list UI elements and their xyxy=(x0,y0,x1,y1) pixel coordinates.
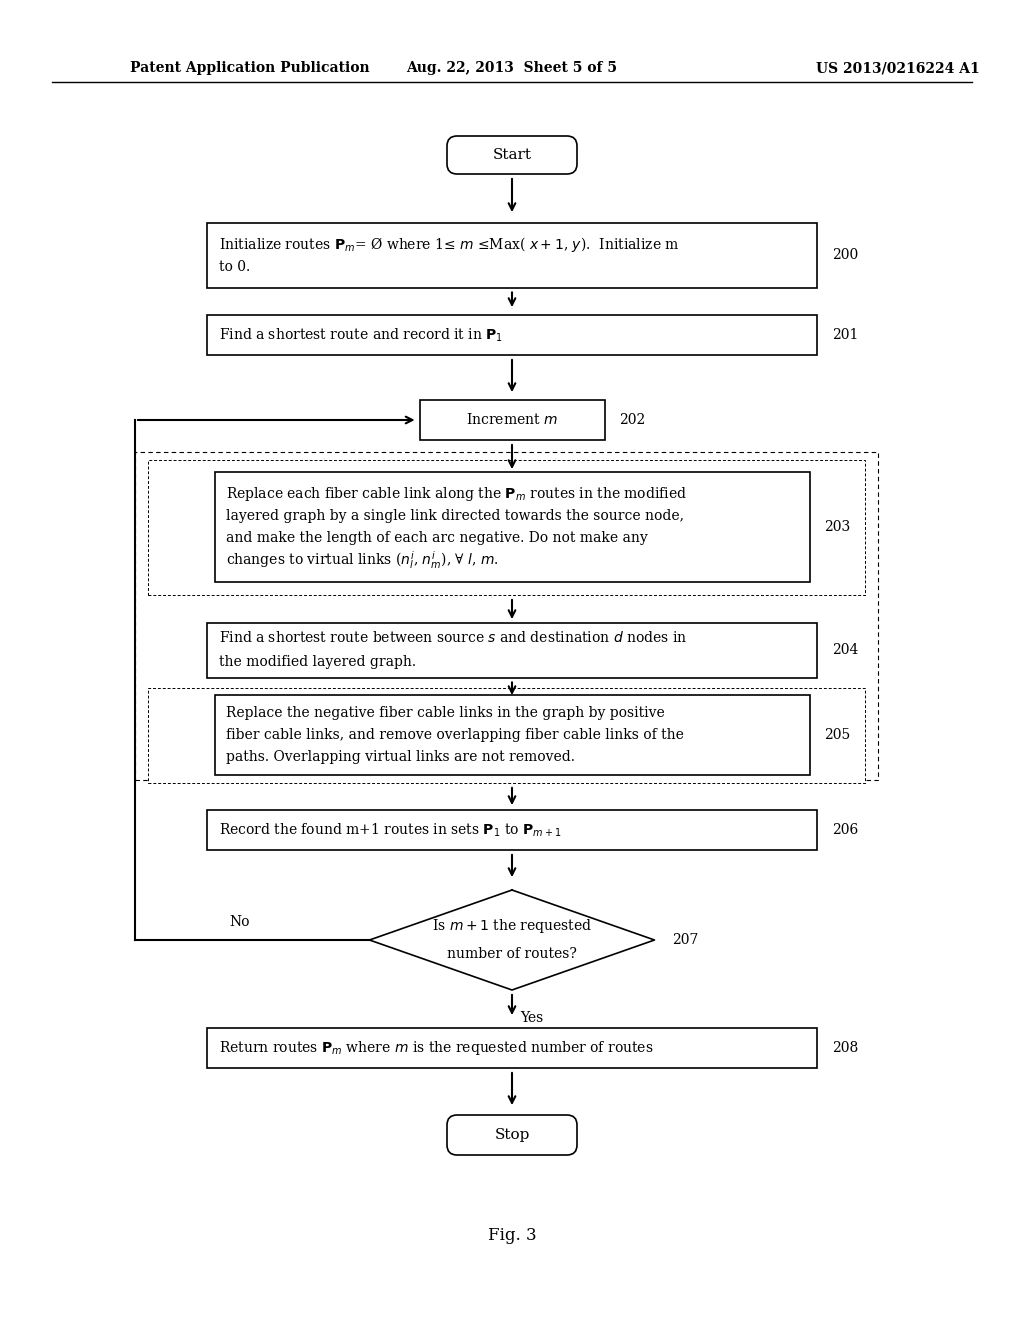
Text: 206: 206 xyxy=(831,822,858,837)
Bar xyxy=(135,451,878,780)
Text: 205: 205 xyxy=(824,729,851,742)
Text: and make the length of each arc negative. Do not make any: and make the length of each arc negative… xyxy=(226,531,648,545)
Text: Stop: Stop xyxy=(495,1129,529,1142)
Text: layered graph by a single link directed towards the source node,: layered graph by a single link directed … xyxy=(226,510,684,523)
Bar xyxy=(148,459,865,595)
Text: to 0.: to 0. xyxy=(219,260,250,275)
Text: Aug. 22, 2013  Sheet 5 of 5: Aug. 22, 2013 Sheet 5 of 5 xyxy=(407,61,617,75)
Bar xyxy=(207,1028,817,1068)
Text: No: No xyxy=(229,915,250,929)
Text: Return routes $\mathbf{P}_m$ where $m$ is the requested number of routes: Return routes $\mathbf{P}_m$ where $m$ i… xyxy=(219,1039,653,1057)
Text: Yes: Yes xyxy=(520,1011,544,1026)
Text: Find a shortest route between source $s$ and destination $d$ nodes in: Find a shortest route between source $s$… xyxy=(219,631,687,645)
Bar xyxy=(214,696,810,775)
Text: Record the found m+1 routes in sets $\mathbf{P}_1$ to $\mathbf{P}_{m+1}$: Record the found m+1 routes in sets $\ma… xyxy=(219,821,561,838)
Text: 204: 204 xyxy=(831,643,858,657)
Text: number of routes?: number of routes? xyxy=(447,946,577,961)
Text: 201: 201 xyxy=(831,327,858,342)
Text: Find a shortest route and record it in $\mathbf{P}_1$: Find a shortest route and record it in $… xyxy=(219,326,503,343)
FancyBboxPatch shape xyxy=(447,136,577,174)
Bar xyxy=(420,400,604,440)
Bar xyxy=(207,623,817,677)
Text: Start: Start xyxy=(493,148,531,162)
FancyBboxPatch shape xyxy=(447,1115,577,1155)
Text: US 2013/0216224 A1: US 2013/0216224 A1 xyxy=(816,61,980,75)
Text: Replace each fiber cable link along the $\mathbf{P}_m$ routes in the modified: Replace each fiber cable link along the … xyxy=(226,484,687,503)
Bar xyxy=(148,688,865,783)
Text: 202: 202 xyxy=(620,413,646,426)
Bar xyxy=(214,473,810,582)
Text: Is $m+1$ the requested: Is $m+1$ the requested xyxy=(432,917,592,935)
Text: Fig. 3: Fig. 3 xyxy=(487,1226,537,1243)
Text: 207: 207 xyxy=(673,933,698,946)
Text: Patent Application Publication: Patent Application Publication xyxy=(130,61,370,75)
Text: paths. Overlapping virtual links are not removed.: paths. Overlapping virtual links are not… xyxy=(226,750,575,764)
Text: fiber cable links, and remove overlapping fiber cable links of the: fiber cable links, and remove overlappin… xyxy=(226,729,684,742)
Bar xyxy=(207,810,817,850)
Bar xyxy=(207,315,817,355)
Text: the modified layered graph.: the modified layered graph. xyxy=(219,655,416,669)
Text: 203: 203 xyxy=(824,520,851,535)
Text: 208: 208 xyxy=(831,1041,858,1055)
Text: changes to virtual links ($n_l^i$, $n_m^i$), ∀ $l$, $m$.: changes to virtual links ($n_l^i$, $n_m^… xyxy=(226,549,500,572)
Text: Initialize routes $\mathbf{P}_m$= Ø where 1≤ $m$ ≤Max( $x+1$, $y$).  Initialize : Initialize routes $\mathbf{P}_m$= Ø wher… xyxy=(219,235,680,255)
Text: Replace the negative fiber cable links in the graph by positive: Replace the negative fiber cable links i… xyxy=(226,706,666,719)
Text: Increment $m$: Increment $m$ xyxy=(466,412,558,428)
Text: 200: 200 xyxy=(831,248,858,261)
Polygon shape xyxy=(370,890,654,990)
Bar xyxy=(207,223,817,288)
